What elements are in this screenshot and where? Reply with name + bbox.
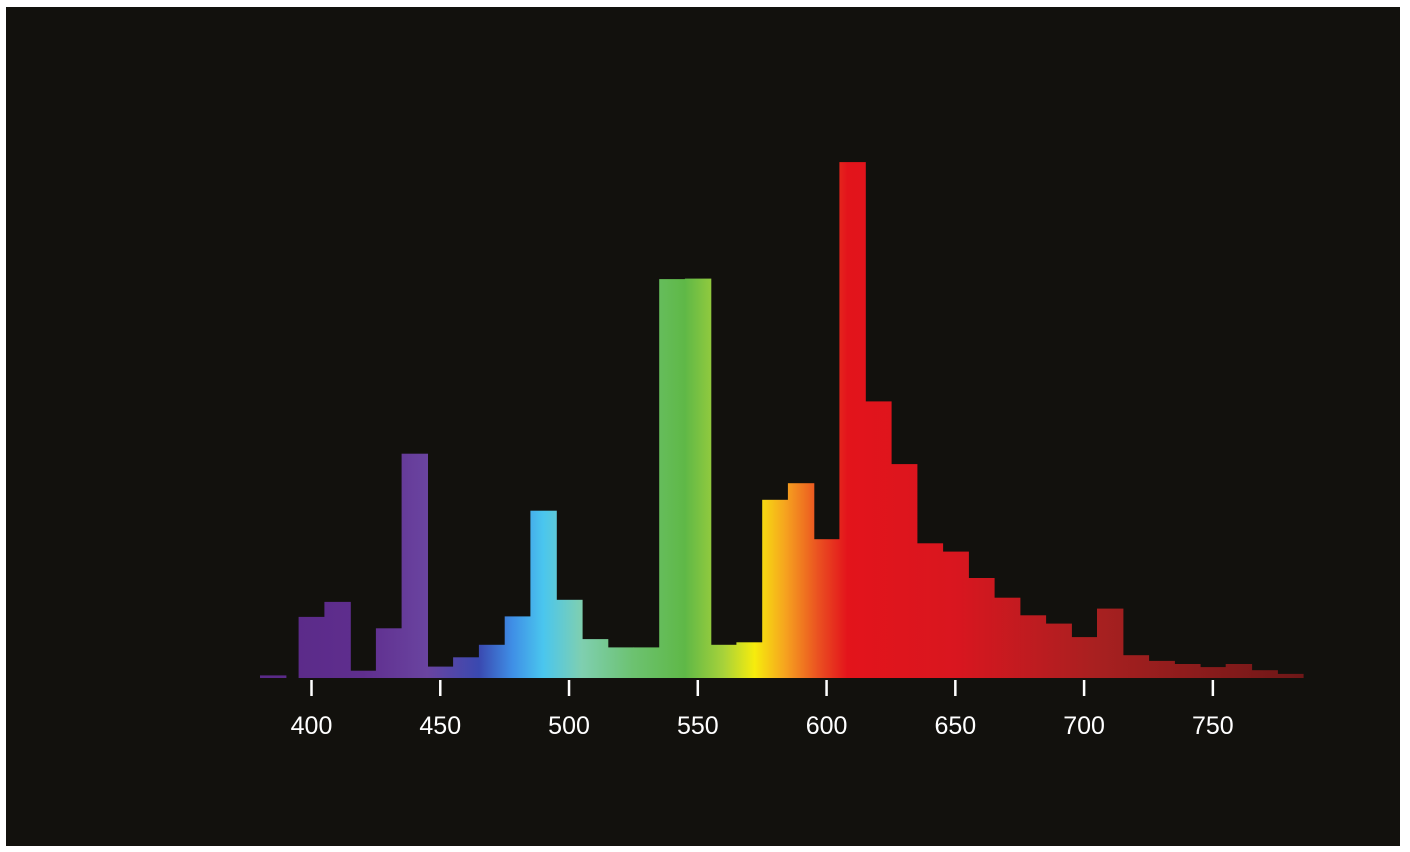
spectrum-bar	[453, 657, 480, 678]
spectrum-bar	[607, 647, 635, 678]
x-tick-label: 400	[291, 712, 333, 740]
spectrum-bar	[581, 639, 609, 678]
spectrum-bar	[1225, 664, 1253, 678]
spectrum-bar	[1277, 673, 1304, 678]
spectrum-bar	[504, 616, 532, 678]
spectrum-bar	[1045, 623, 1072, 678]
spectrum-bar	[478, 644, 506, 678]
spectrum-bar	[942, 551, 969, 678]
spectrum-bar	[1251, 670, 1278, 678]
spectrum-bar	[994, 597, 1021, 678]
spectrum-bar	[813, 539, 841, 678]
spectrum-bar	[736, 642, 763, 678]
x-tick-label: 750	[1192, 712, 1234, 740]
spectrum-bar	[1200, 667, 1227, 678]
spectrum-bar	[787, 483, 815, 678]
spectrum-bar	[865, 401, 892, 678]
spectrum-bar	[1122, 655, 1150, 678]
x-tick-label: 450	[419, 712, 461, 740]
spectrum-bar	[350, 670, 377, 678]
spectrum-bar	[916, 543, 944, 678]
spectrum-bar	[762, 499, 789, 678]
spectrum-bar	[684, 278, 712, 678]
spectrum-bar	[710, 644, 738, 678]
spectrum-bar	[298, 616, 325, 678]
spectrum-bar	[427, 666, 454, 678]
x-tick-label: 500	[548, 712, 590, 740]
spectrum-bar	[1097, 608, 1124, 678]
spectrum-bar	[1071, 637, 1098, 678]
spectrum-bar	[839, 162, 866, 679]
x-tick-label: 650	[934, 712, 976, 740]
spectrum-bar	[1148, 660, 1175, 678]
bars-group	[260, 162, 1304, 679]
x-tick-label: 600	[806, 712, 848, 740]
spectrum-bar	[891, 464, 918, 678]
spectrum-bar	[633, 647, 660, 678]
spectrum-bar	[260, 675, 287, 678]
spectrum-bar	[556, 599, 583, 678]
spectrum-bar	[375, 628, 403, 678]
x-axis: 400 450 500 550 600 650 700 750	[291, 680, 1234, 740]
spectrum-bar	[401, 453, 428, 678]
spectrum-bar	[968, 578, 995, 678]
spectrum-bar	[659, 279, 686, 678]
spectrum-bar	[324, 601, 351, 678]
x-tick-label: 550	[677, 712, 719, 740]
spectrum-bar	[1174, 664, 1201, 678]
x-tick-label: 700	[1063, 712, 1105, 740]
spectrum-bar	[530, 510, 557, 678]
spectrum-bar	[1019, 615, 1047, 678]
